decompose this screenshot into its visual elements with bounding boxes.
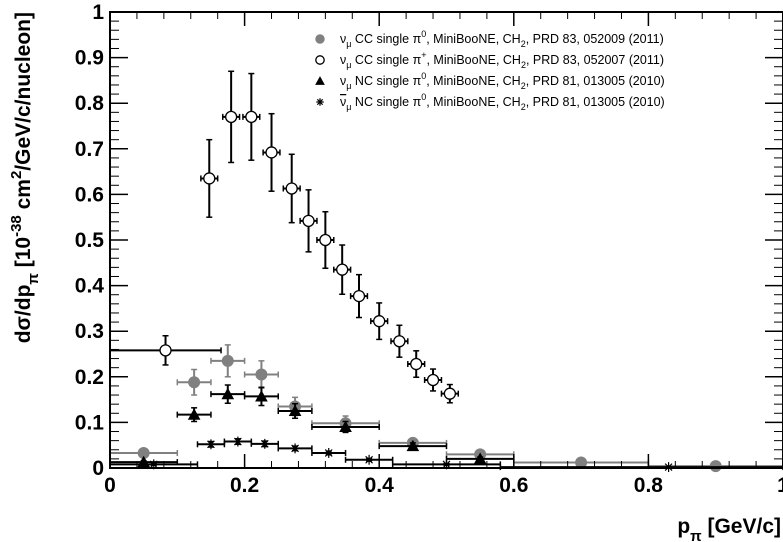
y-tick-label: 0.8 (75, 92, 105, 115)
data-point (277, 402, 313, 420)
point-marker (206, 439, 216, 450)
data-point (262, 112, 281, 192)
point-marker (339, 420, 352, 433)
point-marker (302, 214, 315, 227)
point-marker (232, 436, 243, 447)
y-tick-label: 0 (92, 457, 104, 480)
point-marker (290, 443, 301, 454)
point-marker (443, 387, 457, 400)
y-tick-label: 0.9 (75, 47, 104, 70)
point-marker (406, 439, 420, 452)
point-marker (255, 390, 268, 402)
data-point (277, 443, 313, 454)
data-point (407, 350, 426, 379)
legend-label: νμ NC single π0, MiniBooNE, CH2, PRD 81,… (340, 92, 665, 112)
data-point (316, 210, 335, 270)
y-tick-label: 0.1 (75, 411, 105, 434)
y-tick-label: 0.7 (75, 138, 104, 161)
x-axis-title: pπ [GeV/c] (677, 515, 781, 542)
x-tick-label: 0.2 (230, 474, 259, 497)
x-tick-label: 0.4 (365, 474, 395, 497)
data-point (176, 368, 212, 396)
point-marker (159, 344, 172, 357)
data-point (250, 438, 279, 449)
y-tick-label: 0.6 (75, 183, 104, 206)
point-marker (373, 315, 386, 328)
point-marker (285, 182, 298, 195)
x-tick-label: 0.8 (634, 474, 664, 497)
legend-marker (315, 34, 325, 44)
series-cc-pip (109, 70, 460, 404)
point-marker (352, 289, 366, 303)
point-marker (323, 448, 334, 458)
data-point (223, 436, 253, 447)
data-point (210, 344, 246, 378)
data-point (243, 386, 279, 407)
x-tick-label: 0.6 (499, 474, 528, 497)
point-marker (203, 172, 216, 185)
data-point (391, 459, 502, 470)
data-point (513, 456, 650, 469)
point-marker (259, 438, 270, 449)
point-marker (319, 233, 332, 247)
data-point (200, 138, 219, 218)
data-point (282, 153, 301, 224)
data-point (221, 70, 241, 164)
legend: νμ CC single π0, MiniBooNE, CH2, PRD 83,… (315, 29, 665, 112)
legend-marker (316, 98, 324, 106)
legend-marker (315, 76, 325, 85)
point-marker (336, 263, 349, 276)
data-point (109, 459, 199, 470)
y-tick-label: 0.5 (75, 229, 105, 252)
point-marker (245, 110, 258, 124)
point-marker (224, 110, 238, 124)
y-tick-label: 0.3 (75, 320, 104, 343)
y-axis-title: dσ/dpπ [10-38 cm2/GeV/c/nucleon] (8, 12, 42, 343)
point-marker (426, 373, 440, 387)
data-point (378, 439, 448, 452)
data-point (311, 420, 380, 434)
data-point (440, 383, 460, 404)
point-marker (188, 376, 201, 389)
x-tick-label: 1 (777, 474, 783, 497)
legend-entry-nc-pi0: νμ NC single π0, MiniBooNE, CH2, PRD 81,… (315, 71, 665, 91)
point-marker (255, 368, 268, 381)
data-point (344, 454, 394, 465)
x-tick-label: 0 (104, 474, 116, 497)
point-marker (410, 357, 423, 371)
point-marker (473, 452, 487, 464)
data-point (299, 189, 318, 253)
legend-label: νμ CC single π0, MiniBooNE, CH2, PRD 83,… (340, 29, 664, 49)
point-marker (393, 335, 406, 348)
y-tick-label: 1 (92, 1, 104, 24)
data-point (176, 407, 212, 423)
point-marker (221, 354, 234, 367)
data-point (370, 302, 389, 341)
data-point (210, 384, 246, 404)
legend-entry-nc-pi0-bar: νμ NC single π0, MiniBooNE, CH2, PRD 81,… (316, 92, 665, 112)
point-marker (221, 387, 235, 400)
legend-label: νμ CC single π+, MiniBooNE, CH2, PRD 83,… (340, 50, 664, 70)
legend-entry-cc-pi0: νμ CC single π0, MiniBooNE, CH2, PRD 83,… (315, 29, 664, 49)
tick-layer (109, 11, 783, 469)
data-point (349, 273, 369, 319)
point-marker (364, 454, 375, 465)
legend-marker (315, 55, 325, 65)
legend-label: νμ NC single π0, MiniBooNE, CH2, PRD 81,… (340, 71, 665, 91)
data-point (390, 324, 409, 358)
data-point (333, 244, 352, 296)
y-tick-label: 0.4 (75, 275, 105, 298)
y-tick-label: 0.2 (75, 366, 104, 389)
label-layer: 0 0.2 0.4 0.6 0.8 1 0 0.1 0.2 0.3 0.4 0.5 0.6 0.7 0.8 0… (8, 1, 783, 542)
legend-entry-cc-pip: νμ CC single π+, MiniBooNE, CH2, PRD 83,… (315, 50, 664, 70)
data-point (242, 72, 261, 161)
point-marker (187, 408, 201, 420)
data-point (311, 448, 347, 458)
data-point (243, 360, 279, 389)
point-marker (288, 404, 302, 417)
data-point (423, 368, 443, 392)
point-marker (265, 146, 278, 159)
